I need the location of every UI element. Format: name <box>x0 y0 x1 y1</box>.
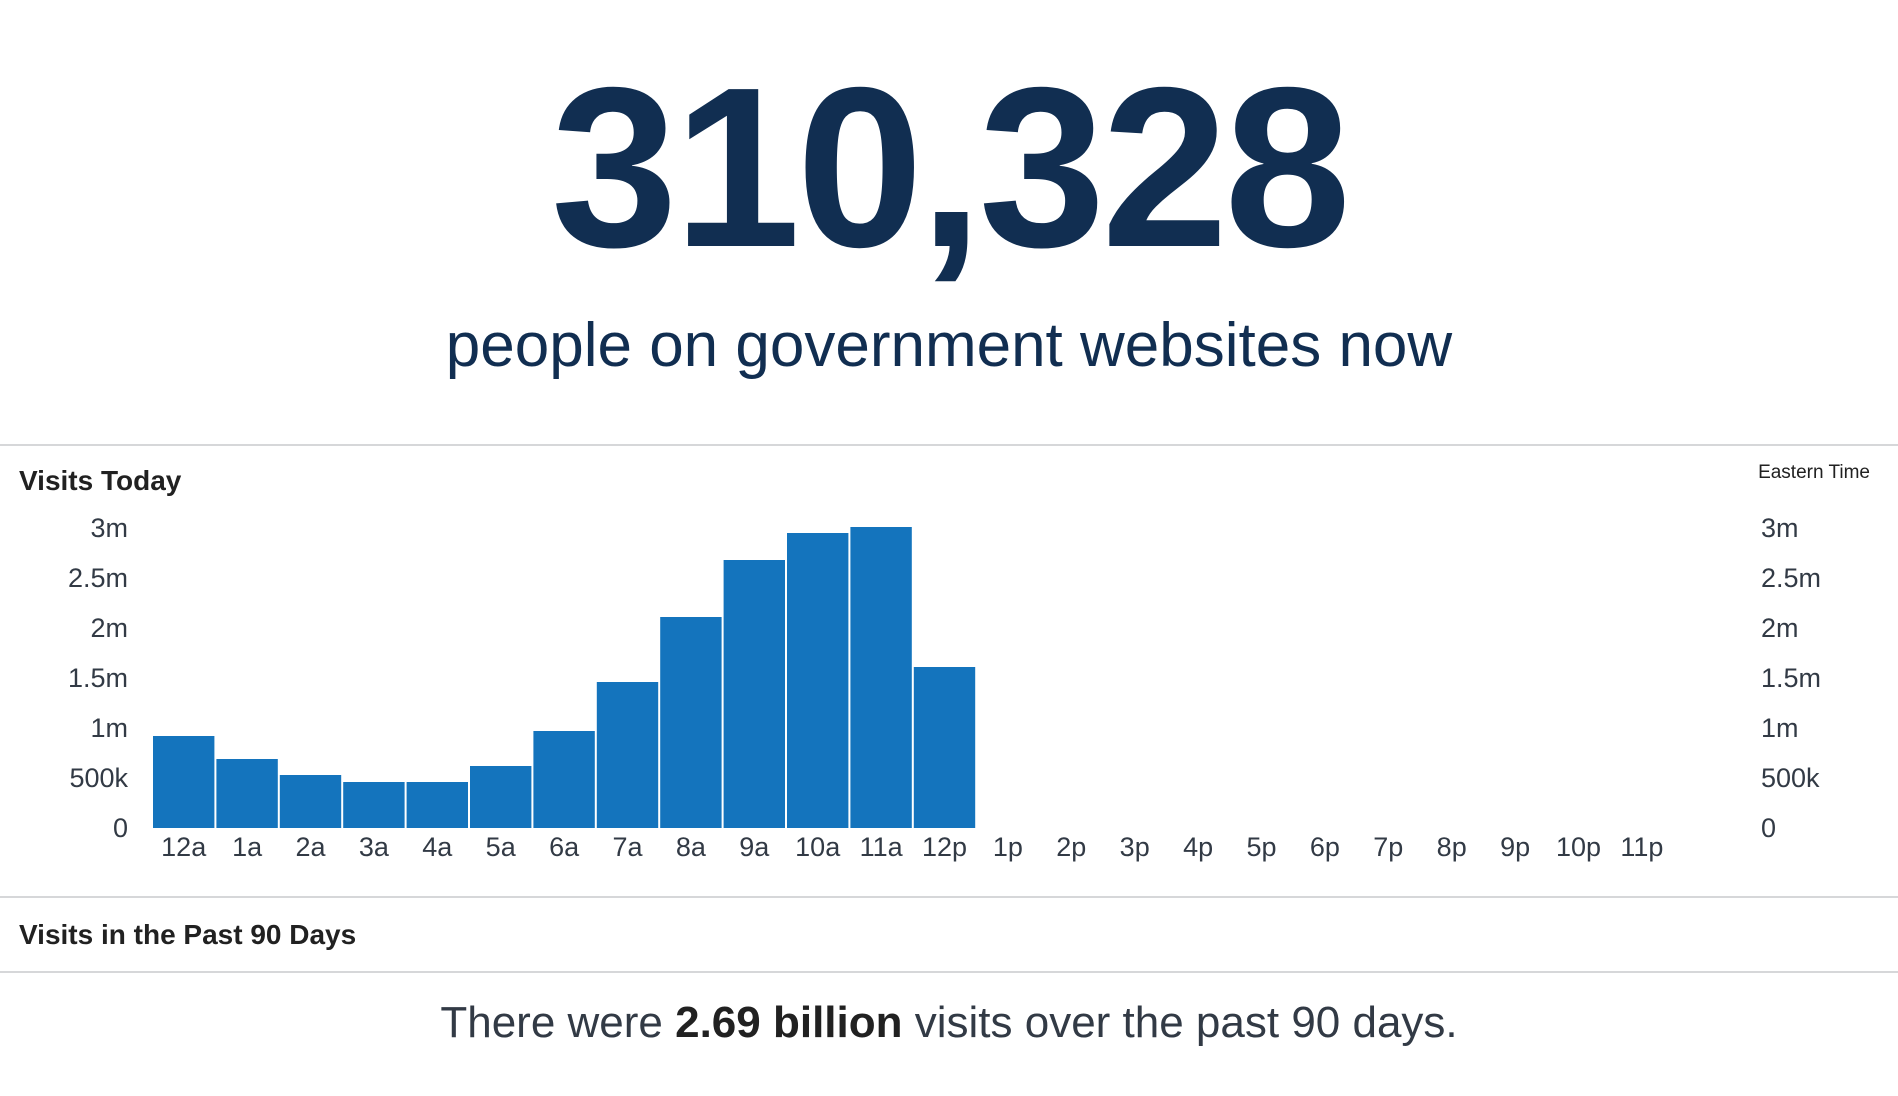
x-tick-label: 3a <box>359 832 390 862</box>
x-tick-label: 6p <box>1310 832 1340 862</box>
bar-10a[interactable] <box>787 533 849 828</box>
summary-suffix: visits over the past 90 days. <box>902 998 1458 1047</box>
x-tick-label: 9p <box>1500 832 1530 862</box>
visits-today-chart-svg: 0 0 500k 500k 1m 1m 1.5m 1.5m 2m 2m 2.5m 2.5m 3m 3m 12… <box>68 513 1821 862</box>
x-tick-label: 4p <box>1183 832 1213 862</box>
x-tick-label: 12a <box>161 832 207 862</box>
realtime-hero: 310,328 people on government websites no… <box>0 0 1898 444</box>
x-tick-label: 1p <box>993 832 1023 862</box>
x-tick-label: 5a <box>486 832 517 862</box>
x-tick-label: 8a <box>676 832 707 862</box>
x-tick-label: 11a <box>860 832 904 862</box>
section-divider <box>0 444 1898 446</box>
y-tick-label-left: 0 <box>113 813 128 843</box>
bar-12a[interactable] <box>153 736 215 828</box>
bar-5a[interactable] <box>470 766 532 828</box>
y-tick-label-right: 2.5m <box>1761 563 1821 593</box>
summary-prefix: There were <box>440 998 676 1047</box>
bar-12p[interactable] <box>913 667 976 828</box>
x-tick-label: 8p <box>1437 832 1467 862</box>
x-tick-label: 1a <box>232 832 263 862</box>
visits-90-days-title: Visits in the Past 90 Days <box>19 919 357 950</box>
realtime-visitor-count: 310,328 <box>550 41 1351 295</box>
timezone-label: Eastern Time <box>1758 462 1870 483</box>
visits-90-days-summary: There were 2.69 billion visits over the … <box>0 995 1898 1051</box>
x-tick-label: 12p <box>922 832 967 862</box>
y-tick-label-left: 500k <box>69 763 128 793</box>
y-tick-label-right: 500k <box>1761 763 1820 793</box>
x-tick-label: 6a <box>549 832 580 862</box>
x-tick-label: 2a <box>295 832 326 862</box>
y-tick-label-left: 3m <box>90 513 128 543</box>
bar-3a[interactable] <box>343 782 405 828</box>
y-tick-label-left: 1m <box>90 713 128 743</box>
bar-11a[interactable] <box>850 527 912 828</box>
x-tick-label: 3p <box>1120 832 1150 862</box>
visits-today-chart: 0 0 500k 500k 1m 1m 1.5m 1.5m 2m 2m 2.5m 2.5m 3m 3m 12… <box>0 500 1898 880</box>
y-tick-label-right: 1.5m <box>1761 663 1821 693</box>
realtime-caption: people on government websites now <box>445 311 1453 380</box>
bar-2a[interactable] <box>279 775 342 828</box>
y-tick-label-right: 0 <box>1761 813 1776 843</box>
x-tick-label: 7a <box>612 832 643 862</box>
bar-9a[interactable] <box>723 560 785 828</box>
section-divider <box>0 971 1898 973</box>
y-tick-label-right: 3m <box>1761 513 1799 543</box>
y-tick-label-right: 2m <box>1761 613 1799 643</box>
x-tick-label: 2p <box>1056 832 1086 862</box>
section-divider <box>0 896 1898 898</box>
visits-today-title: Visits Today <box>19 465 182 496</box>
y-tick-label-left: 2.5m <box>68 563 128 593</box>
x-tick-label: 7p <box>1373 832 1403 862</box>
x-tick-label: 4a <box>422 832 453 862</box>
bar-7a[interactable] <box>596 682 659 828</box>
x-tick-label: 11p <box>1620 832 1663 862</box>
bar-1a[interactable] <box>216 759 278 828</box>
y-tick-label-left: 1.5m <box>68 663 128 693</box>
bar-6a[interactable] <box>533 731 595 828</box>
y-tick-label-right: 1m <box>1761 713 1799 743</box>
x-tick-label: 9a <box>739 832 770 862</box>
x-tick-label: 5p <box>1246 832 1276 862</box>
x-tick-label: 10a <box>795 832 841 862</box>
bar-4a[interactable] <box>406 782 468 828</box>
x-tick-label: 10p <box>1556 832 1601 862</box>
bar-8a[interactable] <box>660 617 722 828</box>
summary-value: 2.69 billion <box>675 998 903 1047</box>
y-tick-label-left: 2m <box>90 613 128 643</box>
